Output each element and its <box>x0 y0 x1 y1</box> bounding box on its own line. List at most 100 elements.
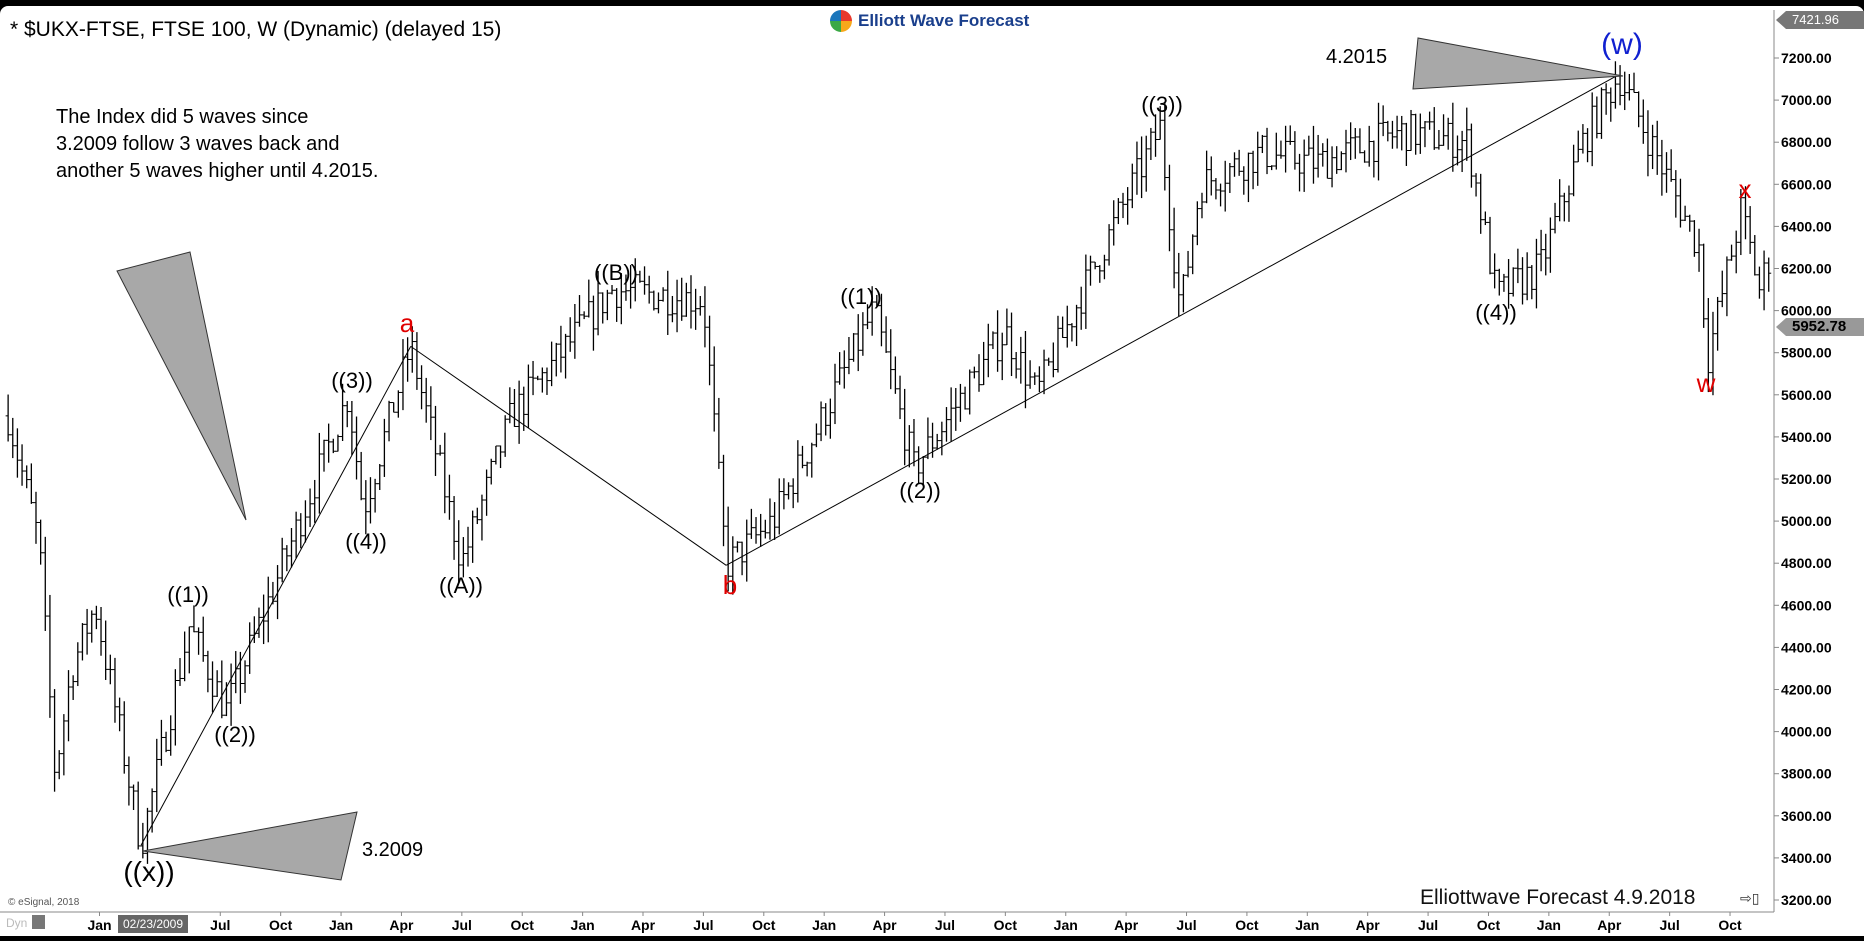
price-bar <box>219 660 225 719</box>
triangle-marker-2009 <box>142 811 358 881</box>
price-bar <box>1733 230 1739 274</box>
price-bar <box>335 434 341 452</box>
price-bar <box>363 480 369 535</box>
price-bar <box>1236 149 1242 176</box>
price-bar <box>1664 152 1670 193</box>
price-bar <box>1245 152 1251 203</box>
last-price-tag: 5952.78 <box>1776 318 1864 336</box>
price-bar <box>1139 136 1145 199</box>
price-bar <box>182 631 188 682</box>
lock-icon[interactable] <box>32 915 45 929</box>
price-bar <box>804 461 810 477</box>
price-bar <box>1013 352 1019 379</box>
price-bar <box>47 594 53 718</box>
price-bar <box>948 387 954 442</box>
price-bar <box>530 360 536 396</box>
scroll-to-end-icon[interactable]: ⇨▯ <box>1740 890 1760 906</box>
logo-text: Elliott Wave Forecast <box>858 11 1030 30</box>
price-bar <box>1654 120 1660 175</box>
chart-title: * $UKX-FTSE, FTSE 100, W (Dynamic) (dela… <box>10 18 502 41</box>
price-bar <box>1571 144 1577 197</box>
price-bar <box>1185 250 1191 278</box>
price-bar <box>1705 298 1711 393</box>
price-bar <box>535 375 541 381</box>
price-bar <box>957 383 963 422</box>
price-bar <box>790 478 796 509</box>
price-bar <box>423 377 429 423</box>
y-tick-label: 3600.00 <box>1781 808 1832 824</box>
price-bar <box>1742 186 1748 240</box>
price-bar <box>1171 207 1177 289</box>
price-bar <box>888 329 894 390</box>
price-bar <box>395 390 401 418</box>
price-bar <box>832 363 838 425</box>
price-bar <box>1060 316 1066 338</box>
price-bar <box>1659 139 1665 196</box>
price-bar <box>1487 216 1493 275</box>
price-bar <box>1385 120 1391 142</box>
price-bar <box>767 498 773 540</box>
price-bar <box>1473 173 1479 197</box>
price-bar <box>330 438 336 454</box>
price-bar <box>372 478 378 513</box>
price-bar <box>288 527 294 568</box>
price-bar <box>432 405 438 476</box>
price-bar <box>1329 146 1335 188</box>
price-bar <box>1580 124 1586 154</box>
price-bar <box>186 626 192 674</box>
price-bar <box>697 295 703 316</box>
price-bar <box>553 342 559 377</box>
price-bar <box>693 288 699 330</box>
wave-trendline <box>140 346 412 846</box>
price-bar <box>809 442 815 478</box>
price-bar <box>344 401 350 428</box>
price-bar <box>1719 270 1725 308</box>
price-bar <box>172 669 178 746</box>
price-bar <box>479 494 485 541</box>
price-bar <box>572 303 578 359</box>
wave-label-b: b <box>722 570 738 600</box>
price-bar <box>911 418 917 467</box>
price-bar <box>897 375 903 420</box>
price-bar <box>144 807 150 864</box>
price-bar <box>753 517 759 544</box>
note-line: The Index did 5 waves since <box>56 106 309 128</box>
price-bar <box>307 488 313 527</box>
price-bar <box>1213 178 1219 200</box>
x-tick-label: Oct <box>1477 917 1501 933</box>
price-bar <box>1199 192 1205 219</box>
price-bar <box>1204 150 1210 204</box>
wave-label: ((3)) <box>331 368 373 393</box>
price-bar <box>985 323 991 378</box>
price-bar <box>1362 150 1368 163</box>
price-bar <box>818 401 824 442</box>
price-bar <box>1501 273 1507 292</box>
price-bar <box>316 432 322 514</box>
price-bar <box>247 622 253 674</box>
price-bar <box>539 367 545 393</box>
price-bar <box>925 417 931 460</box>
x-tick-label: Jan <box>812 917 836 933</box>
price-bar <box>200 616 206 662</box>
price-bar <box>1352 128 1358 159</box>
price-bar <box>1250 150 1256 190</box>
price-bar <box>140 822 146 859</box>
price-bar <box>688 275 694 329</box>
price-bar <box>1334 146 1340 174</box>
price-bar <box>1557 179 1563 222</box>
x-tick-label: Oct <box>511 917 535 933</box>
price-bar <box>976 354 982 392</box>
price-bar <box>1115 198 1121 225</box>
price-bar <box>456 520 462 584</box>
price-bar <box>437 444 443 456</box>
triangle-marker-2015 <box>1412 37 1624 90</box>
wave-label: ((A)) <box>439 573 483 598</box>
annotation-start: 3.2009 <box>362 839 424 861</box>
price-bar <box>1018 336 1024 384</box>
price-bar <box>1696 228 1702 272</box>
price-bar <box>112 657 118 723</box>
price-bar <box>874 294 880 307</box>
price-bar <box>107 654 113 685</box>
price-bar <box>1036 366 1042 393</box>
